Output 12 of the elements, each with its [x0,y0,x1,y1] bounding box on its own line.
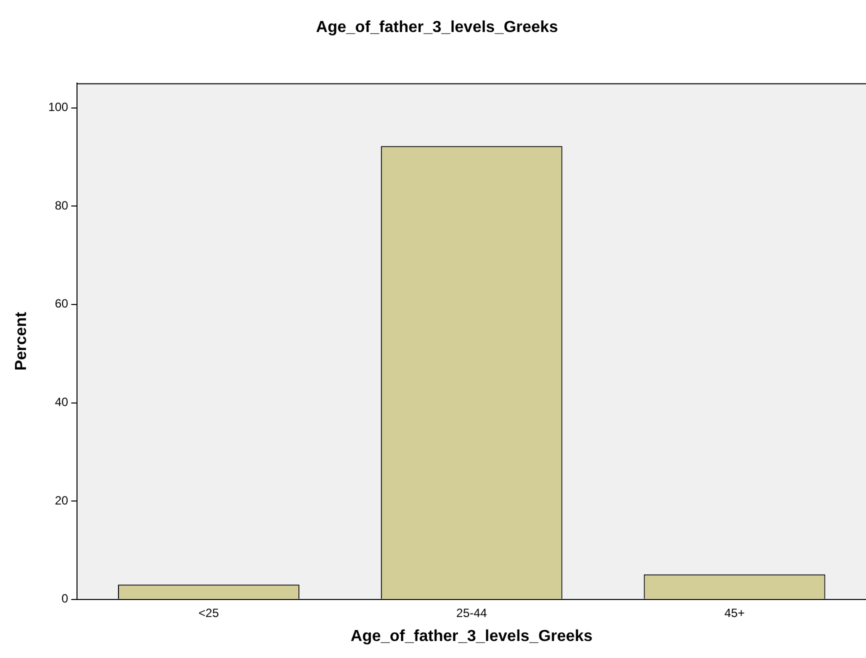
y-tick-label: 20 [54,493,69,508]
y-tick-label: 40 [54,395,69,410]
x-tick-label: <25 [198,606,220,620]
x-tick-label: 45+ [724,606,745,620]
x-axis-title: Age_of_father_3_levels_Greeks [350,628,593,645]
x-tick-label: 25-44 [456,606,488,620]
y-tick-label: 80 [54,198,69,212]
y-axis-title: Percent [13,311,30,371]
y-tick-label: 60 [54,296,69,311]
y-tick-label: 0 [62,592,69,606]
y-tick-label: 100 [48,100,69,114]
chart-title: Age_of_father_3_levels_Greeks [316,19,558,36]
